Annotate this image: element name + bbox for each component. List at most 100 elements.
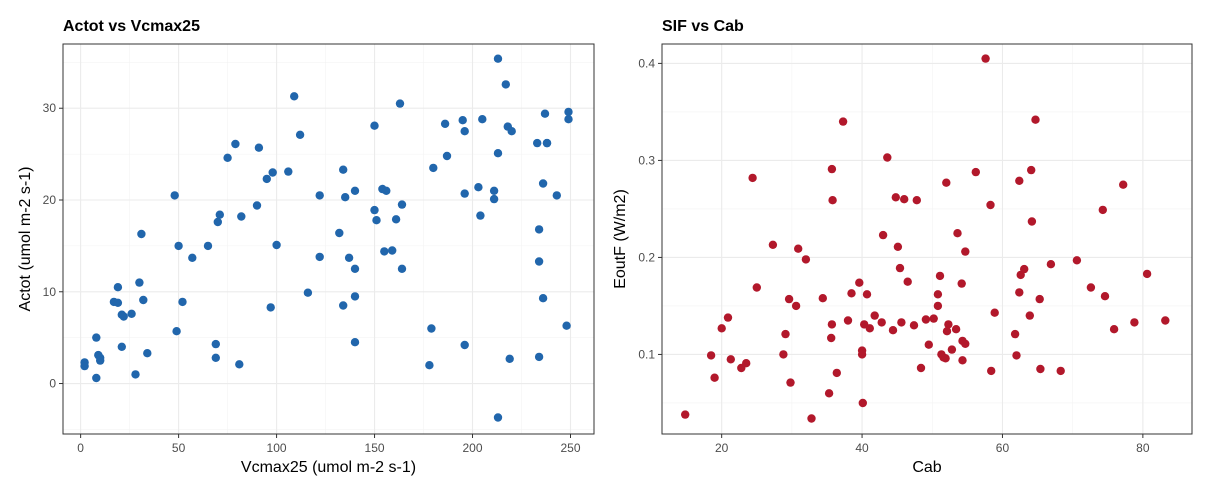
data-point [987,366,996,376]
data-point [252,201,262,210]
data-point [143,349,152,358]
data-point [1025,311,1035,320]
panel-border [62,43,595,435]
data-point [961,247,970,256]
data-point [458,116,467,125]
data-point [489,194,499,204]
data-point [533,138,542,148]
x-axis-label: Cab [912,459,941,476]
data-point [1072,256,1082,265]
data-point [843,316,853,325]
x-axis-label: Vcmax25 (umol m-2 s-1) [241,459,416,476]
data-point [474,183,483,192]
data-point [888,326,898,335]
data-point [961,339,970,348]
data-point [681,410,690,419]
x-tick-label: 80 [1136,441,1150,455]
data-point [172,327,181,336]
data-point [350,338,360,347]
data-point [990,308,999,317]
data-point [971,167,980,177]
data-point [135,278,144,287]
data-point [784,294,794,304]
x-tick-label: 40 [855,441,869,455]
data-point [794,244,803,253]
y-tick-label: 30 [43,101,57,115]
data-point [1027,165,1036,175]
data-point [501,80,510,89]
data-point [127,309,136,318]
data-point [1015,288,1024,297]
data-point [916,363,926,373]
data-point [921,315,931,324]
data-point [350,264,360,273]
data-point [427,324,436,333]
data-point [944,320,953,329]
x-tick-label: 250 [560,441,580,455]
data-point [290,92,299,101]
data-point [951,325,961,334]
data-point [223,153,232,162]
y-tick-label: 0.2 [638,250,655,264]
data-point [339,165,348,174]
data-point [895,263,905,273]
data-point [215,210,224,219]
data-point [80,361,89,371]
data-point [807,414,816,423]
data-point [883,153,892,162]
x-tick-label: 0 [77,441,84,455]
data-point [912,196,921,205]
data-point [903,277,912,286]
data-point [958,356,967,365]
data-point [315,252,324,262]
y-tick-label: 10 [43,285,57,299]
data-point [781,329,790,339]
data-point [1031,115,1040,124]
data-point [1019,264,1029,274]
data-point [188,253,197,262]
data-point [534,225,544,234]
data-point [460,189,469,198]
data-point [828,196,837,205]
data-point [493,149,503,158]
data-point [372,216,381,225]
data-point [1035,294,1044,304]
data-point [957,279,966,288]
data-point [1027,217,1037,226]
data-point [540,109,550,118]
data-point [92,373,101,383]
data-point [534,352,544,362]
data-point [460,340,469,350]
data-point [862,290,872,299]
data-point [748,173,757,183]
data-point [564,107,573,117]
data-point [562,321,571,330]
data-point [929,314,938,323]
y-tick-label: 0.1 [638,347,655,361]
data-point [505,354,514,363]
data-point [893,242,903,251]
x-tick-label: 50 [172,441,186,455]
data-point [552,191,561,200]
data-point [947,345,957,354]
y-axis-label: EoutF (W/m2) [612,189,629,289]
chart-title: SIF vs Cab [662,18,744,35]
data-point [139,295,148,305]
data-point [941,354,950,363]
data-point [211,353,220,362]
data-point [742,359,751,368]
data-point [350,292,360,301]
y-tick-label: 0.3 [638,153,655,167]
data-point [717,324,726,333]
data-point [478,115,487,124]
data-point [935,271,945,281]
data-point [303,288,313,297]
data-point [786,378,795,387]
data-point [341,193,350,202]
data-point [981,54,990,63]
data-point [827,320,837,329]
data-point [1161,316,1170,325]
data-point [493,54,503,63]
data-point [237,212,246,221]
data-point [847,289,856,298]
